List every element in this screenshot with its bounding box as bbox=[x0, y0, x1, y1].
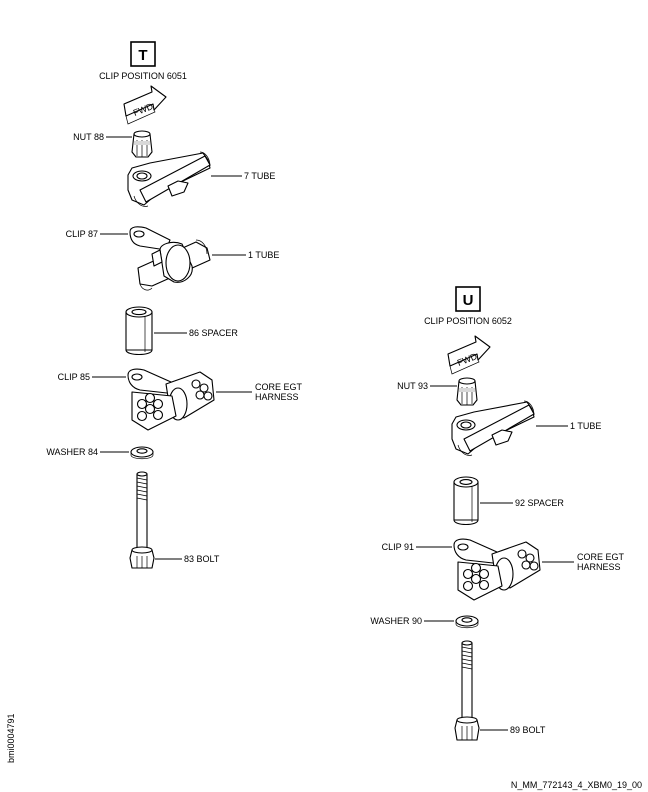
view-u-nut-label: NUT 93 bbox=[397, 381, 428, 391]
view-u-tube bbox=[451, 400, 535, 456]
view-t-washer bbox=[130, 446, 154, 460]
view-t-bolt-label: 83 BOLT bbox=[184, 554, 220, 564]
view-t-harness-label-1: CORE EGT bbox=[255, 382, 303, 392]
view-t-tube-top-label: 7 TUBE bbox=[244, 171, 275, 181]
view-u-harness-label-2: HARNESS bbox=[577, 562, 621, 572]
view-u-nut bbox=[456, 377, 478, 406]
view-u-title: CLIP POSITION 6052 bbox=[424, 316, 512, 326]
view-t-spacer-label: 86 SPACER bbox=[189, 328, 238, 338]
view-t-spacer bbox=[125, 306, 153, 356]
view-t-clip-tube bbox=[129, 226, 211, 291]
footer-code: N_MM_772143_4_XBM0_19_00 bbox=[511, 780, 642, 790]
view-u-letter: U bbox=[463, 292, 474, 309]
view-t-washer-label: WASHER 84 bbox=[46, 447, 98, 457]
view-u-washer-label: WASHER 90 bbox=[370, 616, 422, 626]
view-u-spacer-label: 92 SPACER bbox=[515, 498, 564, 508]
view-t-clip-harness bbox=[127, 368, 215, 431]
view-t-harness-label-2: HARNESS bbox=[255, 392, 299, 402]
view-u-fwd-arrow: FWD bbox=[447, 335, 491, 375]
view-t-nut bbox=[131, 130, 153, 158]
view-u-clip-harness bbox=[453, 538, 541, 601]
view-t-clip-label: CLIP 87 bbox=[66, 229, 98, 239]
view-u-bolt bbox=[454, 640, 480, 741]
view-u-washer bbox=[455, 615, 479, 629]
view-u-spacer bbox=[453, 476, 479, 526]
view-t-tube-top bbox=[127, 151, 211, 207]
view-t-title: CLIP POSITION 6051 bbox=[99, 71, 187, 81]
view-t-letter-box bbox=[130, 41, 156, 67]
side-code: bmi0004791 bbox=[6, 713, 16, 763]
view-t-clip2-label: CLIP 85 bbox=[58, 372, 90, 382]
view-t-letter: T bbox=[138, 47, 147, 64]
view-u-tube-label: 1 TUBE bbox=[570, 421, 601, 431]
view-t-nut-label: NUT 88 bbox=[73, 132, 104, 142]
view-t-bolt bbox=[129, 471, 155, 569]
view-u-clip-label: CLIP 91 bbox=[382, 542, 414, 552]
view-u-harness-label-1: CORE EGT bbox=[577, 552, 625, 562]
view-t-fwd-arrow: FWD bbox=[123, 85, 167, 125]
view-u-bolt-label: 89 BOLT bbox=[510, 725, 546, 735]
view-t: T CLIP POSITION 6051 FWD NUT 88 7 bbox=[46, 41, 303, 569]
view-t-tube-mid-label: 1 TUBE bbox=[248, 250, 279, 260]
view-u-letter-box bbox=[455, 286, 481, 312]
view-u: U CLIP POSITION 6052 FWD NUT 93 1 bbox=[370, 286, 625, 741]
